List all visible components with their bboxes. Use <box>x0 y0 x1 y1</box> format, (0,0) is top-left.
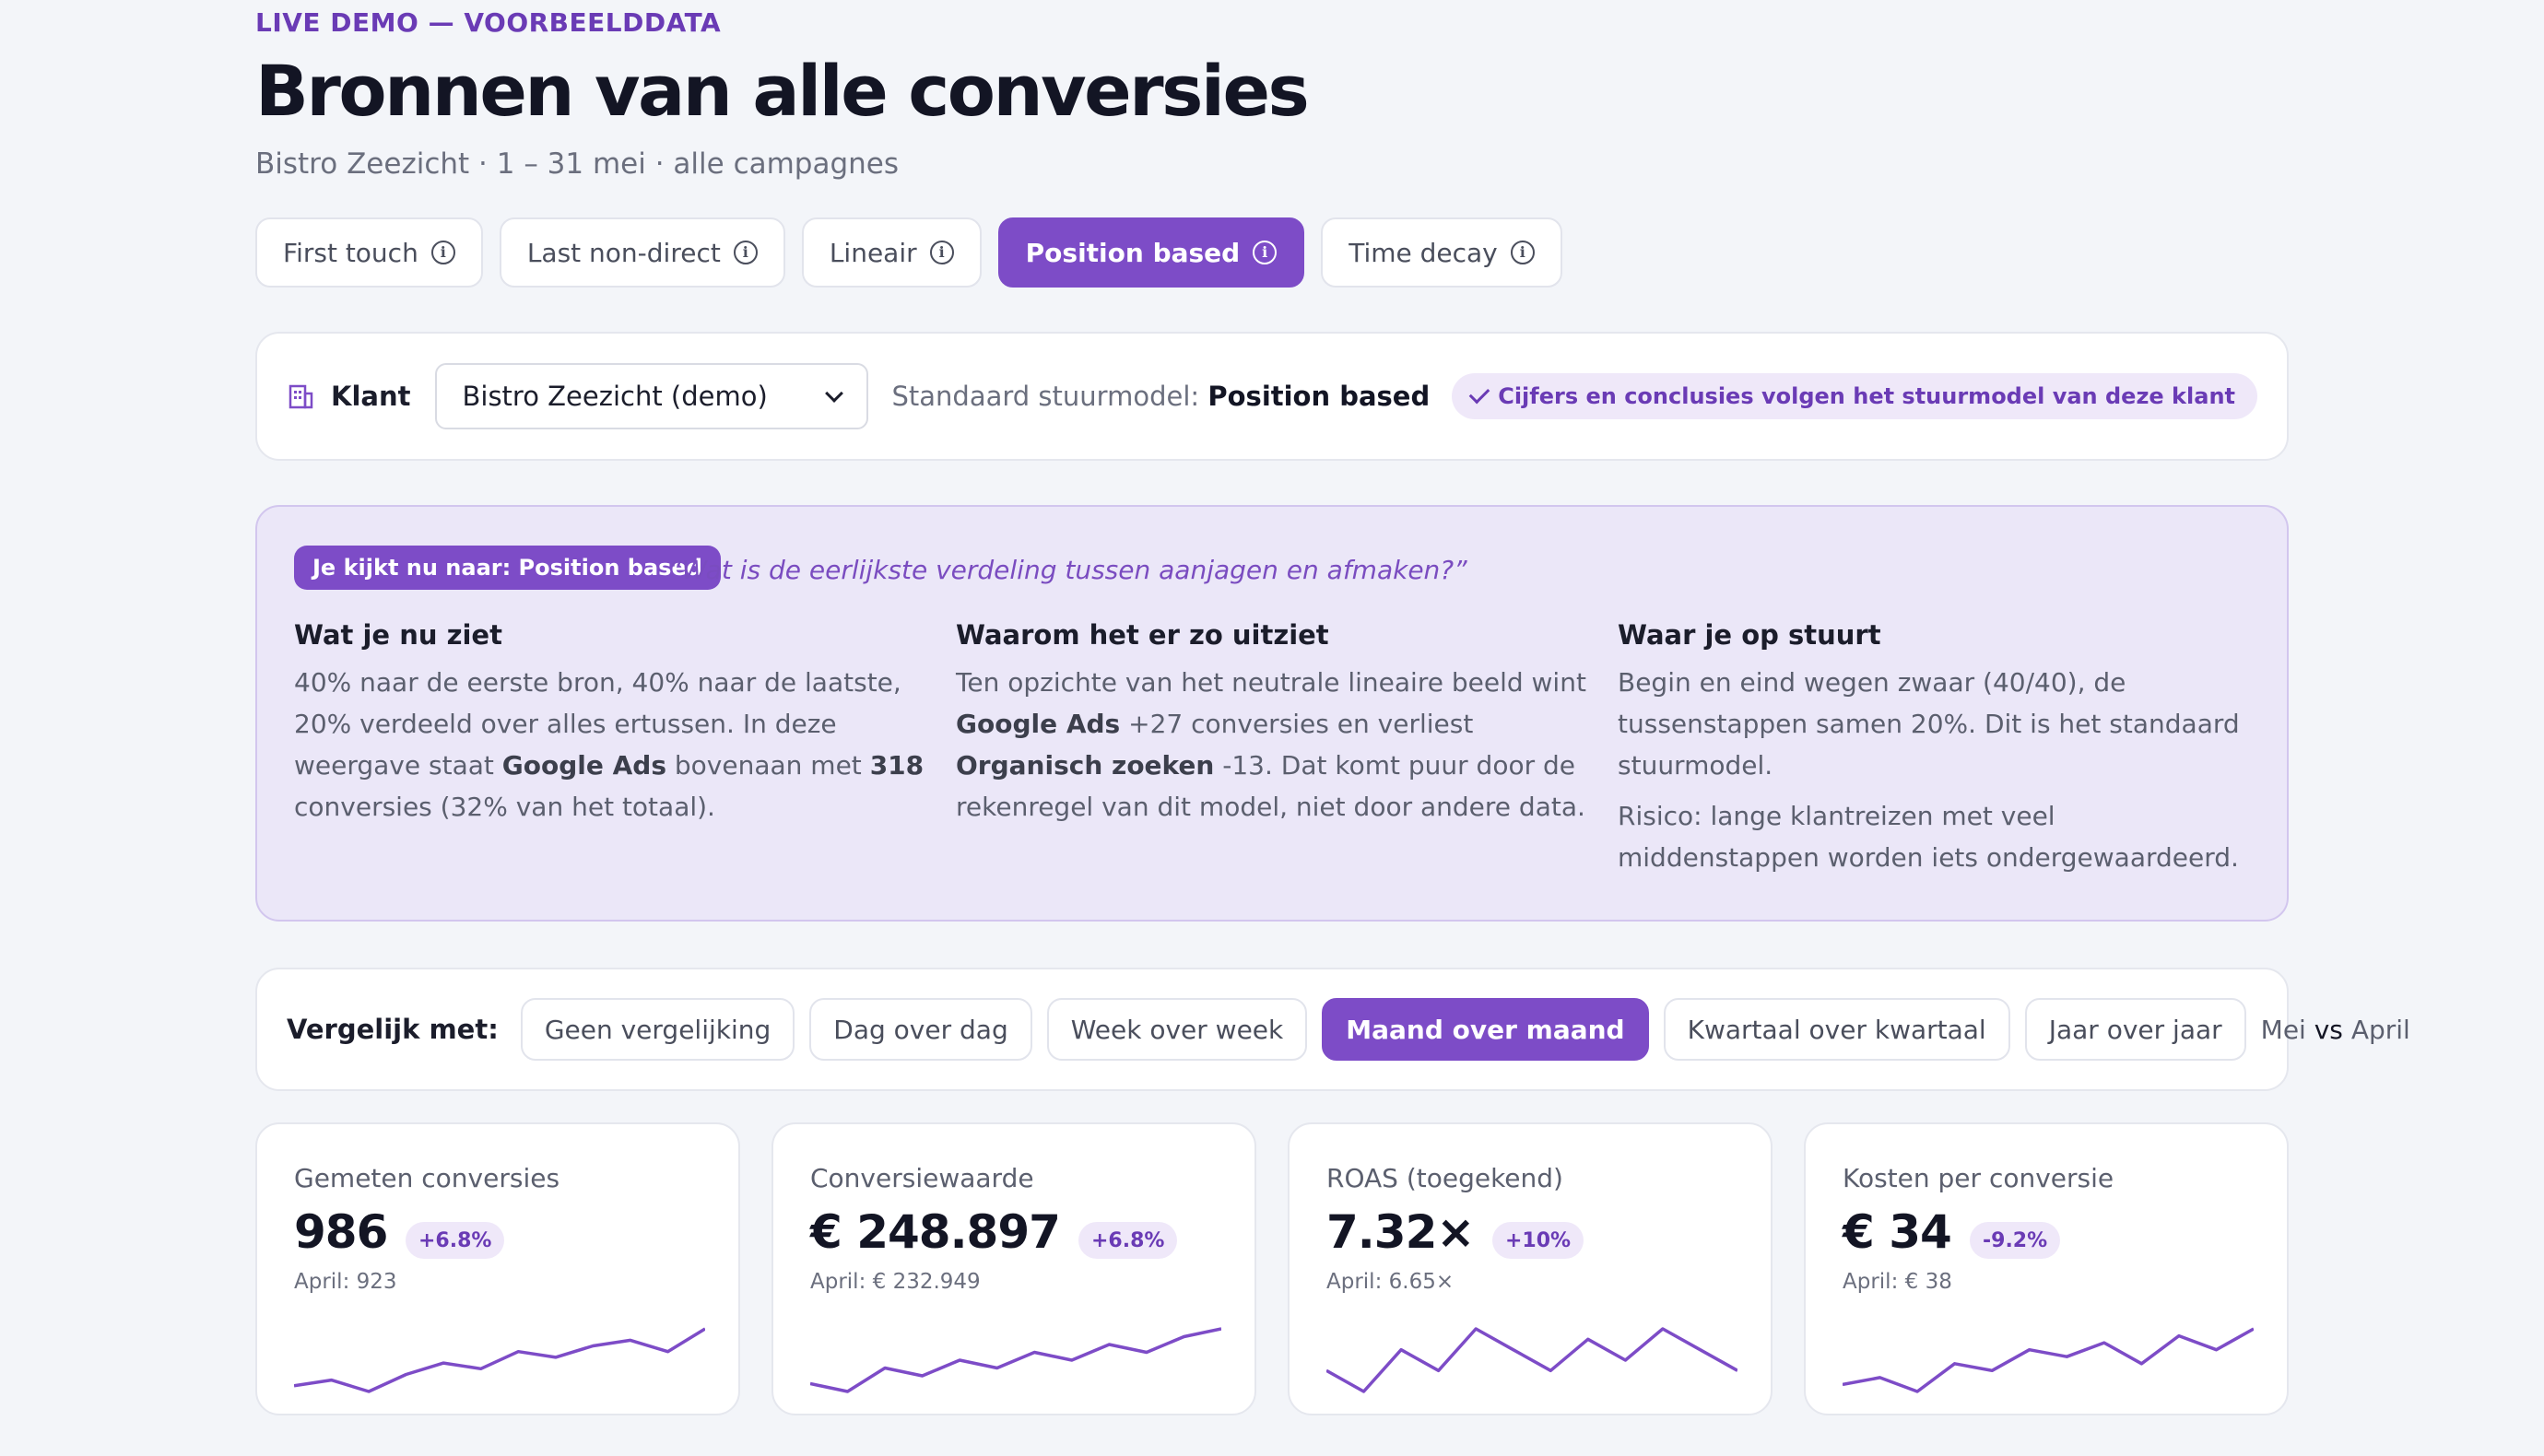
kpi-previous: April: € 232.949 <box>810 1270 981 1294</box>
kpi-previous: April: 923 <box>294 1270 397 1294</box>
model-tab-lineair[interactable]: Lineair i <box>801 217 982 288</box>
standard-model-label: Standaard stuurmodel: <box>891 381 1200 412</box>
info-icon[interactable]: i <box>430 241 455 264</box>
kpi-value: 7.32× <box>1326 1205 1475 1259</box>
kpi-label: Gemeten conversies <box>294 1163 560 1193</box>
model-tab-first-touch[interactable]: First touch i <box>255 217 483 288</box>
kpi-sparkline <box>1843 1327 2254 1393</box>
model-tab-label: Position based <box>1025 237 1241 268</box>
page-subtitle: Bistro Zeezicht · 1 – 31 mei · alle camp… <box>255 147 900 181</box>
compare-period-vs: vs <box>2314 1014 2343 1045</box>
compare-card: Vergelijk met: Geen vergelijking Dag ove… <box>255 968 2410 1091</box>
compare-tab-week[interactable]: Week over week <box>1046 998 1308 1061</box>
attribution-model-tabs: First touch i Last non-direct i Lineair … <box>255 217 1562 288</box>
kpi-card-conversions: Gemeten conversies 986 +6.8% April: 923 <box>255 1122 740 1415</box>
current-model-badge: Je kijkt nu naar: Position based <box>294 546 721 590</box>
info-icon[interactable]: i <box>1510 241 1535 264</box>
compare-tab-quarter[interactable]: Kwartaal over kwartaal <box>1663 998 2010 1061</box>
kpi-delta-badge: +10% <box>1492 1222 1584 1259</box>
kpi-value: € 34 <box>1843 1205 1952 1259</box>
kpi-sparkline <box>1326 1327 1737 1393</box>
chevron-down-icon <box>824 384 843 403</box>
model-question-quote: “Wat is de eerlijkste verdeling tussen a… <box>668 555 1467 585</box>
model-explanation-panel: Je kijkt nu naar: Position based “Wat is… <box>255 505 2289 922</box>
model-tab-position-based[interactable]: Position based i <box>997 217 1305 288</box>
standard-model-value: Position based <box>1207 381 1431 412</box>
sparkline-path <box>810 1327 1221 1393</box>
compare-tab-month[interactable]: Maand over maand <box>1322 998 1649 1061</box>
kpi-previous: April: 6.65× <box>1326 1270 1455 1294</box>
client-select-value: Bistro Zeezicht (demo) <box>462 381 768 412</box>
explain-column-text: Ten opzichte van het neutrale lineaire b… <box>956 667 1586 822</box>
model-follow-badge-text: Cijfers en conclusies volgen het stuurmo… <box>1498 383 2235 409</box>
model-tab-time-decay[interactable]: Time decay i <box>1321 217 1562 288</box>
compare-period-current: Mei <box>2260 1014 2306 1045</box>
page-title: Bronnen van alle conversies <box>255 50 1310 132</box>
client-select[interactable]: Bistro Zeezicht (demo) <box>434 363 868 429</box>
compare-tab-year[interactable]: Jaar over jaar <box>2024 998 2246 1061</box>
sparkline-path <box>1843 1327 2254 1393</box>
check-icon <box>1468 382 1490 405</box>
explain-column-risk: Risico: lange klantreizen met veel midde… <box>1618 801 2239 873</box>
compare-period: Mei vs April <box>2261 1015 2410 1045</box>
building-icon <box>287 382 314 410</box>
explain-column-steer: Waar je op stuurt Begin en eind wegen zw… <box>1618 619 2254 878</box>
explain-column-text: 40% naar de eerste bron, 40% naar de laa… <box>294 667 925 822</box>
kpi-card-cost-per-conversion: Kosten per conversie € 34 -9.2% April: €… <box>1804 1122 2289 1415</box>
compare-period-previous: April <box>2350 1014 2410 1045</box>
kpi-previous: April: € 38 <box>1843 1270 1952 1294</box>
kpi-card-conversion-value: Conversiewaarde € 248.897 +6.8% April: €… <box>771 1122 1256 1415</box>
kpi-label: Kosten per conversie <box>1843 1163 2114 1193</box>
kpi-value: 986 <box>294 1205 388 1259</box>
explain-column-title: Wat je nu ziet <box>294 619 502 651</box>
explain-column-what: Wat je nu ziet 40% naar de eerste bron, … <box>294 619 939 828</box>
model-tab-last-non-direct[interactable]: Last non-direct i <box>499 217 785 288</box>
compare-tab-day[interactable]: Dag over dag <box>809 998 1032 1061</box>
kpi-sparkline <box>810 1327 1221 1393</box>
kpi-value: € 248.897 <box>810 1205 1061 1259</box>
explain-column-why: Waarom het er zo uitziet Ten opzichte va… <box>956 619 1601 828</box>
sparkline-path <box>1326 1327 1737 1393</box>
client-card: Klant Bistro Zeezicht (demo) Standaard s… <box>255 332 2289 461</box>
info-icon[interactable]: i <box>929 241 954 264</box>
sparkline-path <box>294 1327 705 1393</box>
model-tab-label: Time decay <box>1349 237 1498 268</box>
model-follow-badge: Cijfers en conclusies volgen het stuurmo… <box>1452 373 2257 419</box>
info-icon[interactable]: i <box>1253 241 1278 264</box>
explain-column-title: Waar je op stuurt <box>1618 619 1881 651</box>
standard-model: Standaard stuurmodel: Position based <box>892 381 1431 412</box>
demo-eyebrow: LIVE DEMO — VOORBEELDDATA <box>255 7 722 38</box>
model-tab-label: Last non-direct <box>526 237 721 268</box>
model-tab-label: Lineair <box>829 237 917 268</box>
kpi-sparkline <box>294 1327 705 1393</box>
kpi-label: ROAS (toegekend) <box>1326 1163 1563 1193</box>
info-icon[interactable]: i <box>733 241 758 264</box>
compare-tab-none[interactable]: Geen vergelijking <box>520 998 795 1061</box>
client-label: Klant <box>331 381 411 412</box>
kpi-delta-badge: +6.8% <box>406 1222 505 1259</box>
kpi-delta-badge: +6.8% <box>1078 1222 1178 1259</box>
explain-column-text: Begin en eind wegen zwaar (40/40), de tu… <box>1618 667 2240 781</box>
kpi-label: Conversiewaarde <box>810 1163 1034 1193</box>
kpi-delta-badge: -9.2% <box>1970 1222 2061 1259</box>
model-tab-label: First touch <box>283 237 418 268</box>
explain-column-title: Waarom het er zo uitziet <box>956 619 1329 651</box>
kpi-row: Gemeten conversies 986 +6.8% April: 923 … <box>255 1122 2289 1415</box>
kpi-card-roas: ROAS (toegekend) 7.32× +10% April: 6.65× <box>1288 1122 1773 1415</box>
compare-label: Vergelijk met: <box>287 1014 499 1045</box>
